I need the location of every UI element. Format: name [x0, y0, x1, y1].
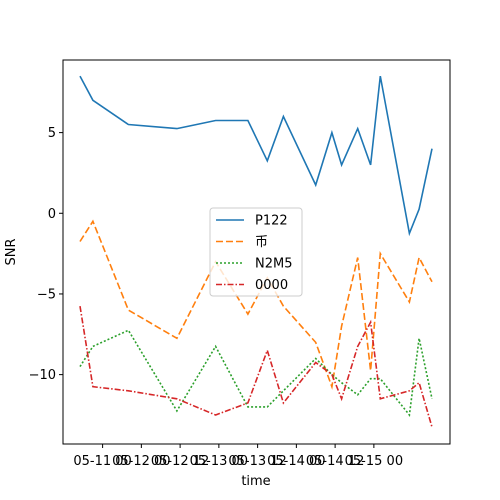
series-line-0 — [79, 75, 433, 237]
y-axis-title: SNR — [4, 238, 19, 265]
legend-label-2: N2M5 — [255, 257, 292, 272]
legend-label-0: P122 — [255, 214, 288, 229]
plot-frame — [62, 59, 451, 445]
x-tick-label: 05-12 12 — [151, 454, 209, 469]
x-tick-label: 05-13 12 — [228, 454, 286, 469]
x-tick-label: 05-12 00 — [112, 454, 170, 469]
legend: P122 币 N2M5 0000 — [209, 207, 303, 297]
y-tick-label: 0 — [48, 207, 56, 222]
legend-box — [209, 207, 303, 297]
x-axis-title: time — [241, 474, 270, 489]
series-line-3 — [79, 305, 433, 428]
x-tick-label: 05-15 00 — [345, 454, 403, 469]
legend-label-3: 0000 — [255, 278, 288, 293]
y-tick-label: −10 — [29, 368, 56, 383]
x-tick-label: 05-13 00 — [190, 454, 248, 469]
x-tick-label: 05-11 00 — [73, 454, 131, 469]
y-tick-label: −5 — [37, 287, 56, 302]
y-axis: −10 −5 0 5 — [29, 126, 63, 383]
x-tick-label: 05-14 00 — [267, 454, 325, 469]
series-line-2 — [79, 329, 433, 417]
legend-label-1: 币 — [255, 235, 268, 250]
x-tick-label: 05-14 12 — [306, 454, 364, 469]
series-layer — [79, 75, 433, 428]
y-tick-label: 5 — [48, 126, 56, 141]
series-line-1 — [79, 219, 433, 390]
